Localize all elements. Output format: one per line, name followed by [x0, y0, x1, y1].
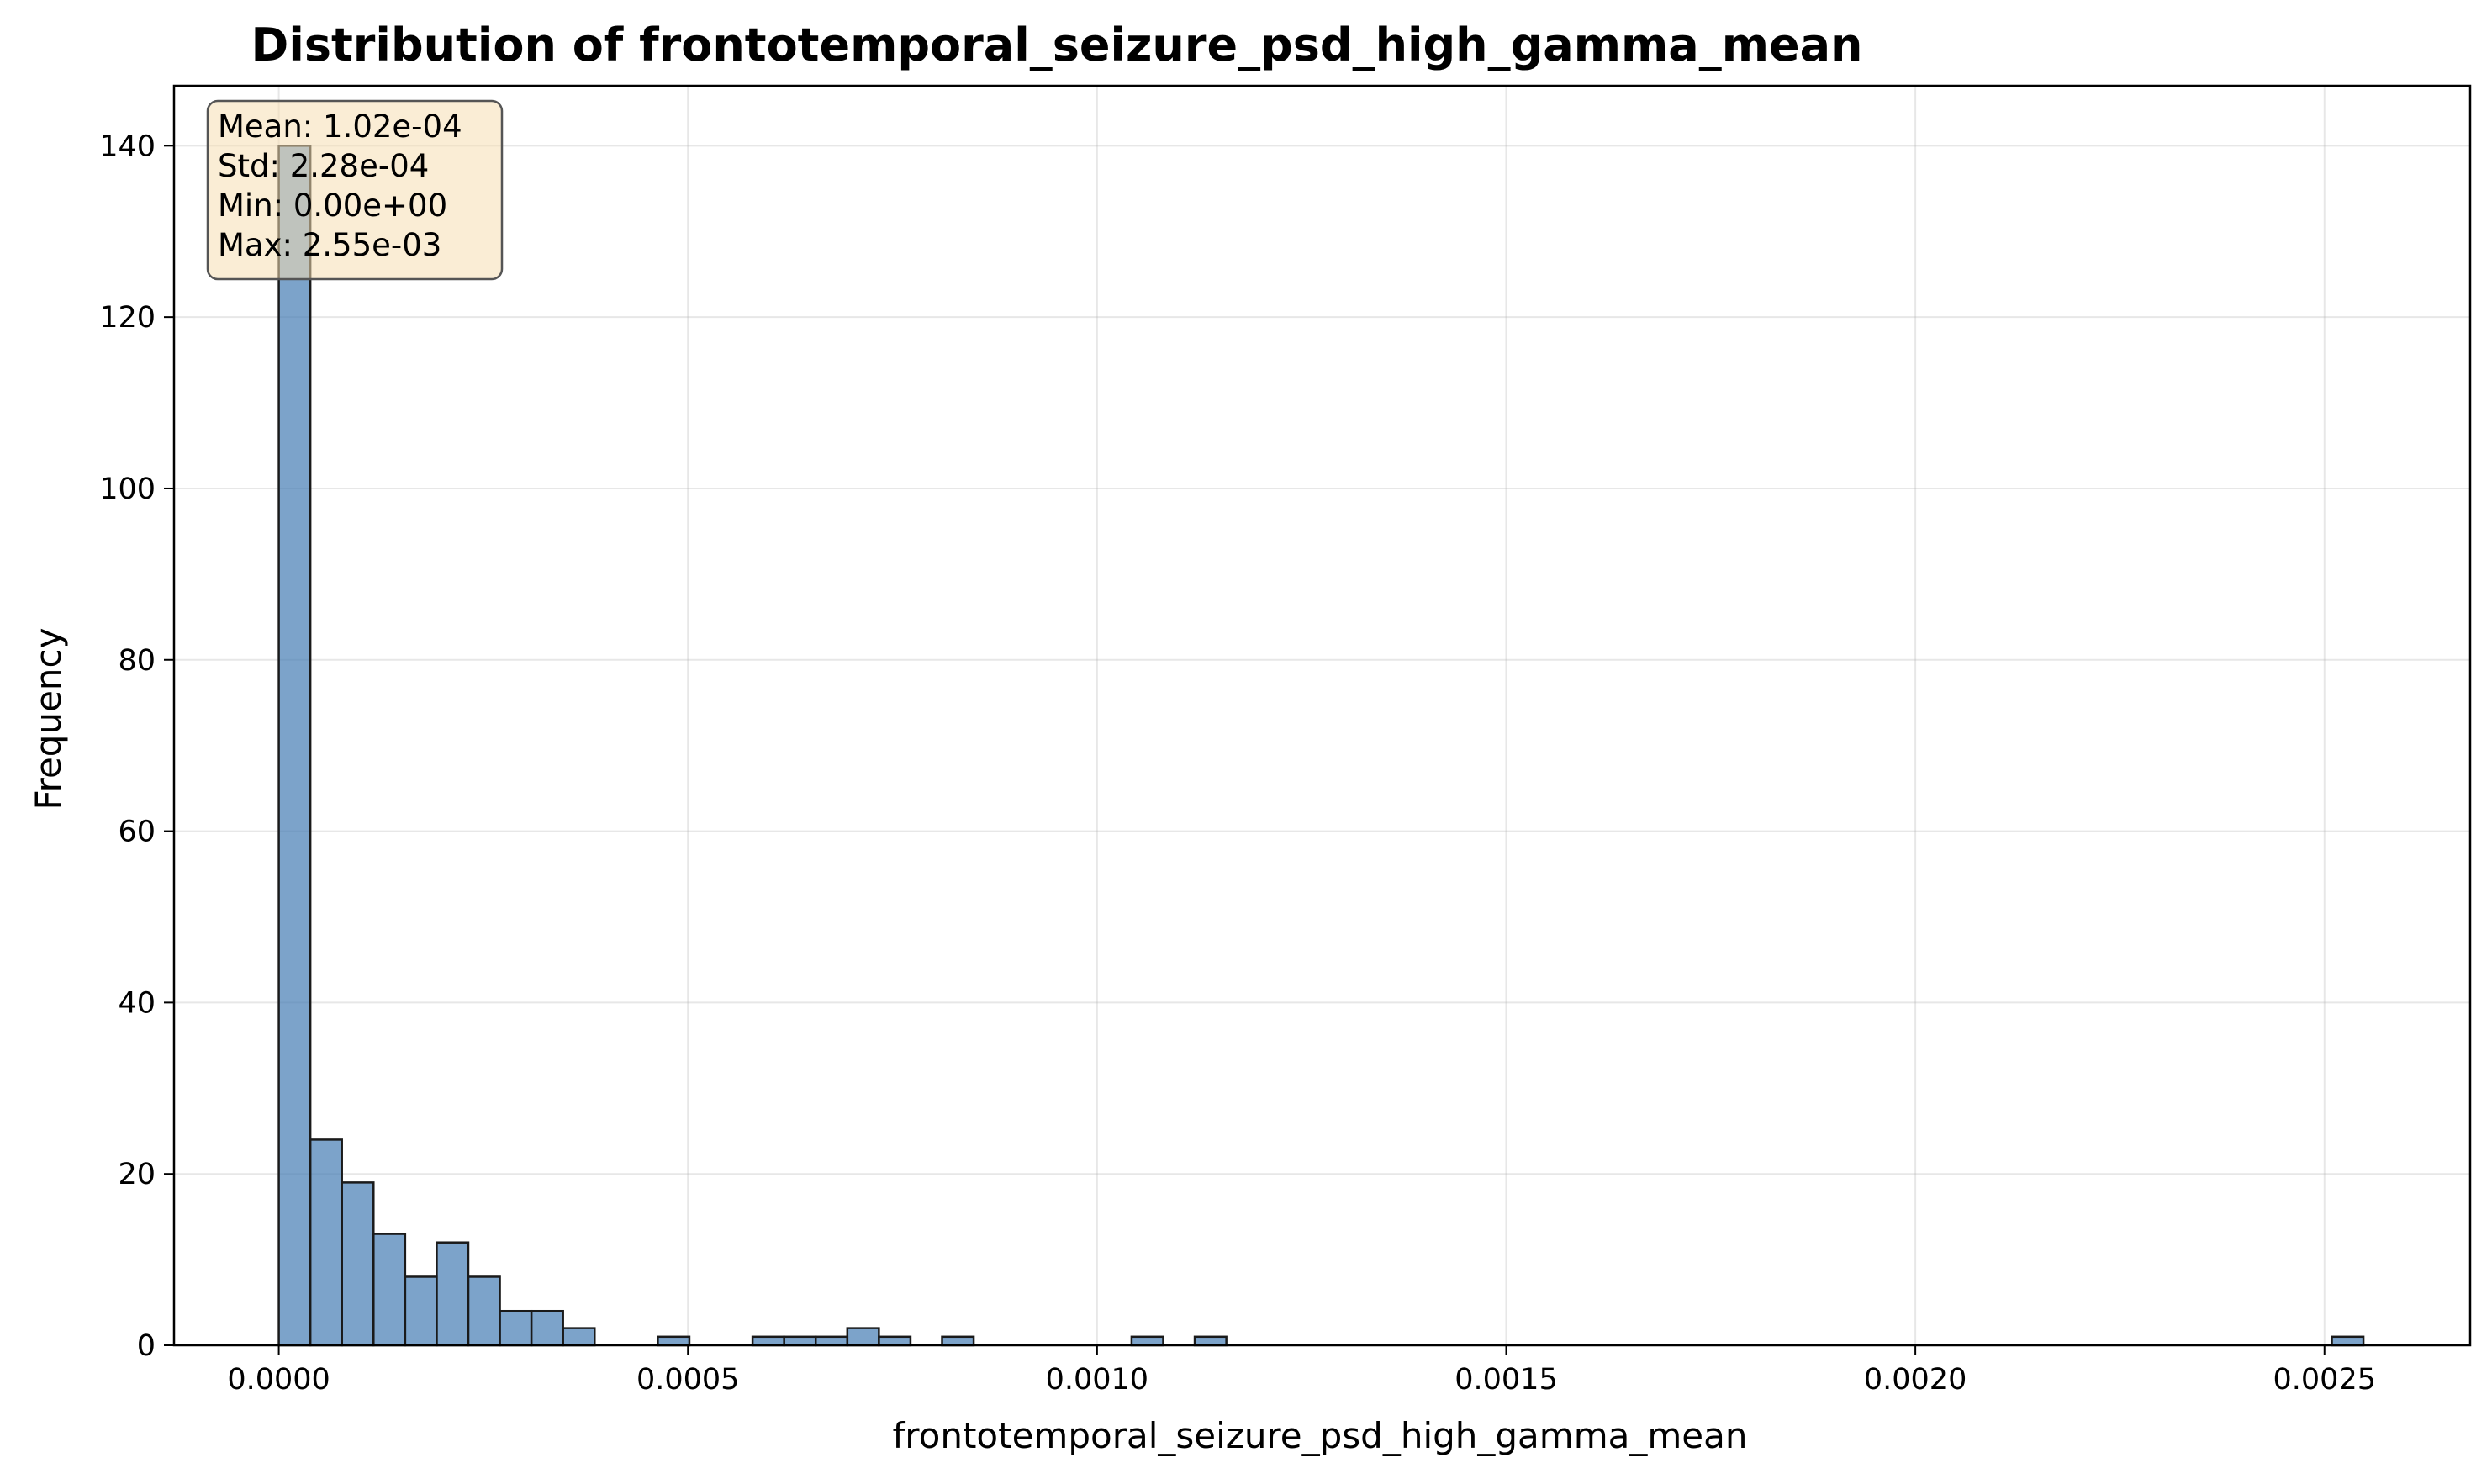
histogram-bar — [499, 1309, 533, 1347]
histogram-bar — [530, 1309, 564, 1347]
x-tick-label: 0.0000 — [227, 1363, 330, 1397]
stats-mean: Mean: 1.02e-04 — [218, 108, 462, 145]
x-axis-label: frontotemporal_seizure_psd_high_gamma_me… — [893, 1415, 1748, 1456]
histogram-bar — [878, 1335, 912, 1347]
histogram-bar — [814, 1335, 849, 1347]
histogram-bar — [783, 1335, 817, 1347]
histogram-bar — [562, 1327, 596, 1347]
x-tick-label: 0.0020 — [1864, 1363, 1967, 1397]
x-tick-label: 0.0010 — [1046, 1363, 1148, 1397]
x-tick-label: 0.0005 — [636, 1363, 739, 1397]
y-tick-label: 120 — [99, 301, 156, 335]
plot-frame — [172, 84, 2472, 1347]
histogram-bar — [2331, 1335, 2365, 1347]
histogram-bar — [846, 1327, 880, 1347]
y-tick-label: 100 — [99, 473, 156, 506]
x-tick-label: 0.0015 — [1455, 1363, 1557, 1397]
histogram-bar — [309, 1138, 343, 1347]
histogram-bar — [277, 145, 312, 1347]
stats-max: Max: 2.55e-03 — [218, 227, 441, 263]
histogram-bar — [1130, 1335, 1164, 1347]
stats-std: Std: 2.28e-04 — [218, 148, 429, 184]
y-tick-label: 140 — [99, 129, 156, 163]
y-tick-label: 20 — [118, 1158, 156, 1191]
grid — [174, 86, 2470, 1346]
y-tick-label: 40 — [118, 986, 156, 1020]
y-tick-label: 80 — [118, 644, 156, 678]
chart-title: Distribution of frontotemporal_seizure_p… — [251, 18, 1863, 71]
bars — [277, 145, 2365, 1347]
histogram-bar — [372, 1233, 407, 1347]
histogram-bar — [341, 1181, 375, 1347]
axis-ticks: 0.0000 0.0005 0.0010 0.0015 0.0020 0.0025 0 20 4… — [99, 129, 2376, 1397]
histogram-bar — [751, 1335, 785, 1347]
histogram-bar — [941, 1335, 975, 1347]
histogram-bar — [436, 1241, 470, 1347]
stats-min: Min: 0.00e+00 — [218, 187, 447, 224]
y-tick-label: 60 — [118, 816, 156, 849]
y-tick-label: 0 — [137, 1329, 156, 1363]
stats-box: Mean: 1.02e-04 Std: 2.28e-04 Min: 0.00e+… — [206, 99, 504, 281]
x-tick-label: 0.0025 — [2273, 1363, 2376, 1397]
histogram-bar — [404, 1275, 438, 1347]
y-axis-label: Frequency — [28, 628, 69, 811]
stats-box-background — [206, 99, 504, 281]
histogram-bar — [1193, 1335, 1228, 1347]
histogram-bar — [467, 1275, 501, 1347]
histogram-bar — [657, 1335, 691, 1347]
